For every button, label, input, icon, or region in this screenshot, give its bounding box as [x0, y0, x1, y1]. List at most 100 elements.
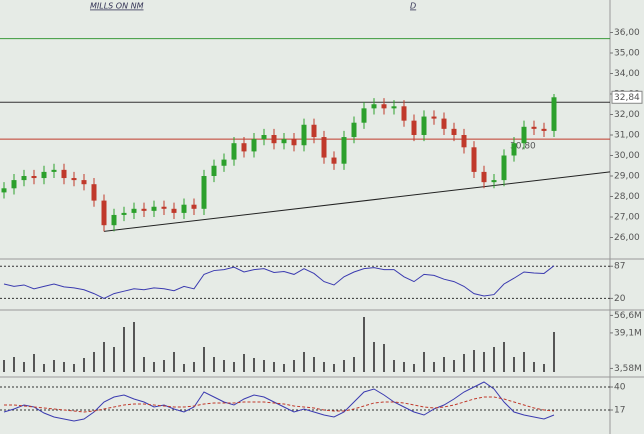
- volume-bar: [63, 362, 65, 372]
- candle-body: [61, 169, 67, 179]
- volume-bar: [533, 362, 535, 372]
- volume-bar: [503, 342, 505, 372]
- y-tick-label: 35,00: [614, 49, 640, 59]
- volume-bar: [333, 364, 335, 372]
- volume-bar: [383, 344, 385, 372]
- candle-body: [171, 208, 177, 213]
- volume-bar: [263, 360, 265, 372]
- y-tick-label: 27,00: [614, 213, 640, 223]
- volume-bar: [243, 354, 245, 372]
- y-tick-label: 26,00: [614, 233, 640, 243]
- candle-body: [201, 176, 207, 209]
- candle-body: [341, 137, 347, 164]
- candle-body: [381, 104, 387, 109]
- candle-body: [521, 126, 527, 144]
- volume-bar: [313, 357, 315, 372]
- last-price-label: 32,84: [614, 93, 640, 103]
- volume-bar: [483, 352, 485, 372]
- y-tick-label: 17: [614, 406, 625, 416]
- volume-bar: [323, 362, 325, 372]
- candle-body: [291, 139, 297, 146]
- y-tick-label: 32,00: [614, 110, 640, 120]
- candle-body: [51, 169, 57, 172]
- candle-body: [431, 116, 437, 119]
- candle-body: [331, 157, 337, 164]
- volume-bar: [23, 362, 25, 372]
- candle-body: [511, 143, 517, 156]
- volume-bar: [43, 364, 45, 372]
- candle-body: [81, 180, 87, 185]
- candle-body: [311, 124, 317, 138]
- volume-bar: [393, 360, 395, 372]
- y-tick-label: 20: [614, 294, 626, 304]
- volume-bar: [173, 352, 175, 372]
- candle-body: [501, 155, 507, 181]
- candle-body: [241, 143, 247, 152]
- y-tick-label: 3,58M: [614, 364, 642, 374]
- candle-body: [151, 206, 157, 211]
- candle-body: [461, 135, 467, 148]
- candle-body: [441, 118, 447, 129]
- candle-body: [1, 188, 7, 193]
- y-tick-label: 31,00: [614, 131, 640, 141]
- volume-bar: [223, 360, 225, 372]
- volume-bar: [343, 360, 345, 372]
- volume-bar: [13, 357, 15, 372]
- series-line: [4, 396, 555, 413]
- volume-bar: [543, 364, 545, 372]
- volume-bar: [353, 357, 355, 372]
- volume-bar: [183, 364, 185, 372]
- volume-bar: [493, 347, 495, 372]
- chart-title: MILLS ON NM: [90, 2, 144, 11]
- candle-body: [71, 178, 77, 181]
- volume-bar: [443, 357, 445, 372]
- y-tick-label: 40: [614, 383, 626, 393]
- y-tick-label: 30,00: [614, 151, 640, 161]
- volume-bar: [283, 364, 285, 372]
- volume-bar: [3, 360, 5, 372]
- y-tick-label: 34,00: [614, 69, 640, 79]
- candle-body: [531, 126, 537, 129]
- volume-bar: [133, 322, 135, 372]
- volume-bar: [73, 364, 75, 372]
- candle-body: [351, 122, 357, 138]
- y-tick-label: 87: [614, 262, 625, 272]
- volume-bar: [33, 354, 35, 372]
- candle-body: [281, 139, 287, 144]
- volume-bar: [103, 342, 105, 372]
- volume-bar: [473, 350, 475, 372]
- candle-body: [481, 171, 487, 183]
- candle-body: [181, 204, 187, 213]
- candle-body: [261, 135, 267, 140]
- y-tick-label: 29,00: [614, 172, 640, 182]
- candle-body: [491, 180, 497, 183]
- candle-body: [411, 120, 417, 135]
- candle-body: [221, 159, 227, 166]
- candle-body: [471, 147, 477, 172]
- volume-bar: [253, 358, 255, 372]
- candle-body: [121, 212, 127, 215]
- candle-body: [541, 128, 547, 131]
- y-tick-label: 28,00: [614, 192, 640, 202]
- volume-bar: [303, 352, 305, 372]
- y-tick-label: 39,1M: [614, 328, 642, 338]
- candle-body: [251, 139, 257, 152]
- candle-body: [31, 176, 37, 179]
- volume-bar: [163, 360, 165, 372]
- candle-body: [41, 171, 47, 179]
- candle-body: [191, 204, 197, 209]
- volume-bar: [463, 354, 465, 372]
- candle-body: [421, 116, 427, 135]
- volume-bar: [413, 364, 415, 372]
- volume-bar: [293, 360, 295, 372]
- volume-bar: [373, 342, 375, 372]
- volume-bar: [193, 362, 195, 372]
- volume-bar: [153, 362, 155, 372]
- volume-bar: [123, 327, 125, 372]
- volume-bar: [553, 332, 555, 372]
- volume-bar: [203, 347, 205, 372]
- candle-body: [11, 180, 17, 189]
- candle-body: [131, 208, 137, 213]
